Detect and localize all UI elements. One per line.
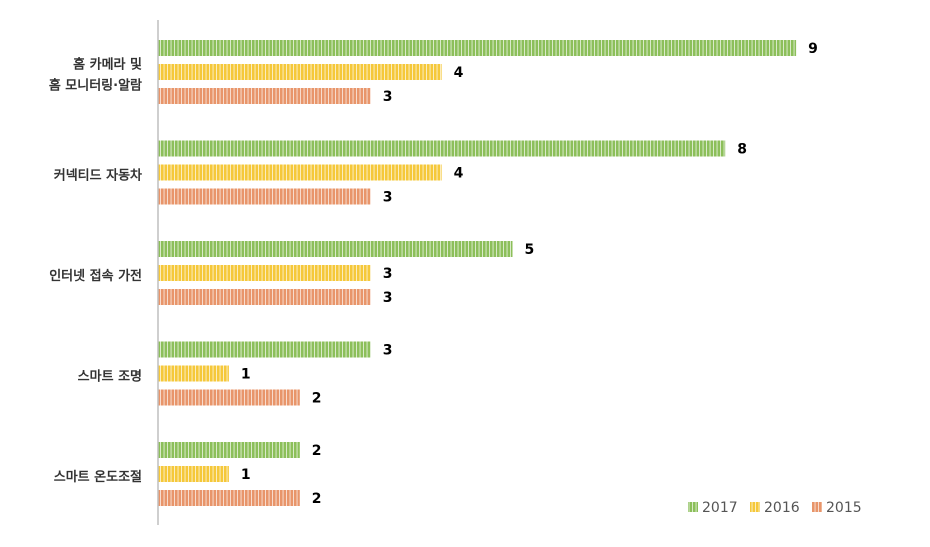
bar-2015-2 xyxy=(158,289,371,305)
value-label-2017-0: 9 xyxy=(808,41,818,57)
bar-2016-3 xyxy=(158,365,229,382)
value-label-2016-0: 4 xyxy=(454,65,464,81)
value-label-2016-1: 4 xyxy=(454,166,464,182)
bar-2016-2 xyxy=(158,265,371,281)
bar-2015-3 xyxy=(158,389,300,406)
bar-2017-0 xyxy=(158,40,797,56)
bar-2017-4 xyxy=(158,442,300,458)
legend-label-2016: 2016 xyxy=(764,500,800,516)
bar-2016-1 xyxy=(158,164,442,181)
value-label-2015-0: 3 xyxy=(383,89,393,105)
legend-swatch-2016 xyxy=(750,502,760,512)
category-label-4-0: 스마트 온도조절 xyxy=(54,469,142,485)
bar-2015-0 xyxy=(158,88,371,104)
legend-swatch-2015 xyxy=(812,502,822,512)
category-label-3-0: 스마트 조명 xyxy=(78,369,142,385)
bar-2016-0 xyxy=(158,64,442,80)
legend-label-2017: 2017 xyxy=(702,500,738,516)
legend: 2017 2016 2015 xyxy=(688,500,862,516)
value-label-2015-3: 2 xyxy=(312,391,322,407)
legend-label-2015: 2015 xyxy=(826,500,862,516)
value-label-2015-1: 3 xyxy=(383,190,393,206)
bar-2016-4 xyxy=(158,466,229,482)
value-label-2015-2: 3 xyxy=(383,290,393,306)
value-label-2017-4: 2 xyxy=(312,443,322,459)
category-label-2-0: 인터넷 접속 가전 xyxy=(49,268,142,284)
legend-swatch-2017 xyxy=(688,502,698,512)
value-labels-group: 9 4 3 8 4 3 5 3 3 3 1 2 2 1 2 xyxy=(241,41,818,507)
bar-2015-1 xyxy=(158,188,371,205)
value-label-2015-4: 2 xyxy=(312,491,322,507)
bar-2017-3 xyxy=(158,341,371,358)
value-label-2017-2: 5 xyxy=(525,242,535,258)
bars-group xyxy=(158,40,797,506)
category-label-0-1: 홈 모니터링·알람 xyxy=(49,78,142,94)
bar-2017-2 xyxy=(158,241,513,257)
category-label-1-0: 커넥티드 자동차 xyxy=(54,168,142,184)
category-label-0-0: 홈 카메라 및 xyxy=(73,57,142,73)
bar-2015-4 xyxy=(158,490,300,506)
value-label-2017-3: 3 xyxy=(383,343,393,359)
value-label-2016-4: 1 xyxy=(241,467,251,483)
value-label-2016-3: 1 xyxy=(241,367,251,383)
value-label-2016-2: 3 xyxy=(383,266,393,282)
bar-2017-1 xyxy=(158,140,726,157)
value-label-2017-1: 8 xyxy=(737,142,747,158)
